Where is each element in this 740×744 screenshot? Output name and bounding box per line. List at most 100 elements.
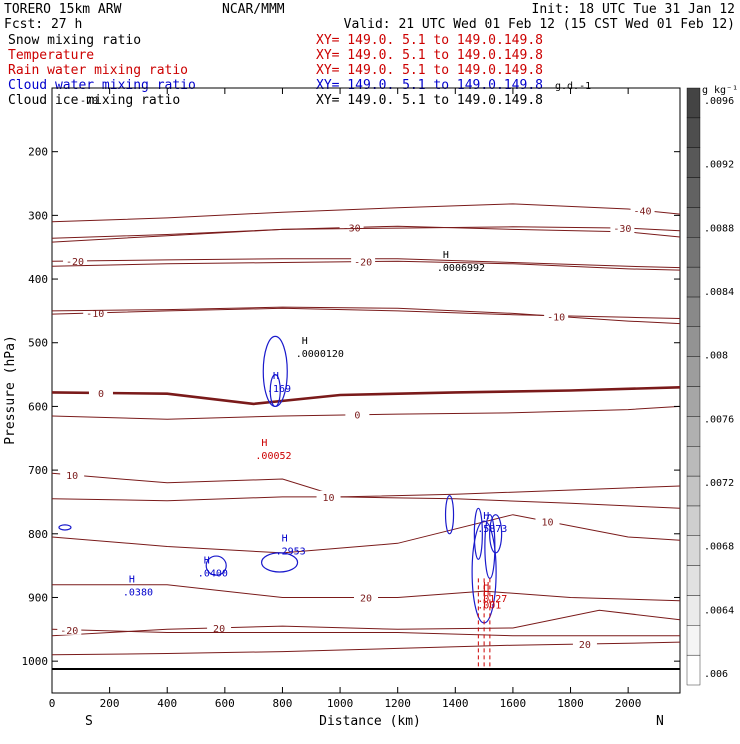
y-tick-label: 400 bbox=[28, 273, 48, 286]
y-tick-label: 200 bbox=[28, 146, 48, 159]
high-marker: H bbox=[204, 556, 210, 567]
field-rain-range: XY= 149.0. 5.1 to 149.0.149.8 bbox=[316, 63, 543, 78]
contour-label-bg bbox=[535, 515, 560, 527]
colorbar-unit: g kg⁻¹ bbox=[702, 85, 738, 96]
temperature-contour-label: 0 bbox=[354, 411, 360, 422]
y-tick-label: 900 bbox=[28, 591, 48, 604]
high-value-label: .2953 bbox=[276, 546, 306, 557]
x-tick-label: 2000 bbox=[615, 697, 642, 710]
x-end-left: S bbox=[85, 714, 93, 729]
contour-label-bg bbox=[544, 310, 569, 322]
valid-time: Valid: 21 UTC Wed 01 Feb 12 (15 CST Wed … bbox=[344, 17, 735, 32]
y-tick-label: 300 bbox=[28, 209, 48, 222]
init-time: Init: 18 UTC Tue 31 Jan 12 bbox=[532, 2, 736, 17]
y-tick-label: 600 bbox=[28, 400, 48, 413]
colorbar-level bbox=[686, 296, 701, 328]
contour-label-bg bbox=[88, 386, 113, 398]
contour-label-bg bbox=[83, 306, 108, 318]
y-tick-label: 700 bbox=[28, 464, 48, 477]
colorbar-level bbox=[686, 625, 701, 656]
high-markers: H .0006992 H .0000120 H .169 H .00052 H .2953 H .04… bbox=[123, 250, 507, 612]
cloud-water-contour bbox=[444, 494, 455, 535]
x-tick-label: 800 bbox=[273, 697, 293, 710]
colorbar-level bbox=[686, 505, 701, 536]
rain-water-contours bbox=[477, 578, 491, 668]
org-label: NCAR/MMM bbox=[222, 2, 285, 17]
field-cloud-water-range: XY= 149.0. 5.1 to 149.0.149.8 bbox=[316, 78, 543, 93]
contour-label-bg bbox=[63, 254, 88, 266]
temperature-contour-label: 20 bbox=[213, 624, 225, 635]
colorbar-tick-label: .0088 bbox=[704, 223, 734, 234]
temperature-contour bbox=[51, 260, 681, 271]
y-tick-label: 500 bbox=[28, 337, 48, 350]
colorbar-tick-label: .006 bbox=[704, 669, 728, 680]
field-rain: Rain water mixing ratio bbox=[8, 63, 188, 78]
colorbar-level bbox=[686, 446, 701, 477]
temperature-contour-label: -10 bbox=[86, 309, 104, 320]
x-tick-label: 1400 bbox=[442, 697, 469, 710]
colorbar-level bbox=[686, 147, 701, 178]
field-temperature-range: XY= 149.0. 5.1 to 149.0.149.8 bbox=[316, 48, 543, 63]
temperature-contour bbox=[51, 609, 681, 637]
temperature-contour bbox=[51, 641, 681, 656]
cloud-water-contour bbox=[58, 524, 72, 531]
colorbar-level bbox=[686, 326, 701, 357]
field-snow-range: XY= 149.0. 5.1 to 149.0.149.8 bbox=[316, 33, 543, 48]
cloud-water-contour bbox=[205, 555, 227, 576]
high-value-label: .001 bbox=[477, 600, 501, 611]
colorbar-tick-label: .0096 bbox=[704, 96, 734, 107]
x-tick-label: 400 bbox=[157, 697, 177, 710]
colorbar-level bbox=[686, 595, 701, 626]
x-tick-label: 1600 bbox=[500, 697, 527, 710]
model-title: TORERO 15km ARW bbox=[4, 2, 122, 17]
cloud-water-contour bbox=[260, 552, 299, 573]
colorbar-tick-label: .0072 bbox=[704, 478, 734, 489]
field-snow: Snow mixing ratio bbox=[8, 33, 141, 48]
high-marker: H bbox=[273, 371, 279, 382]
high-marker: H bbox=[443, 250, 449, 261]
colorbar-level bbox=[686, 207, 701, 238]
contour-label-bg bbox=[610, 222, 635, 234]
high-value-label: .0006992 bbox=[437, 263, 485, 274]
colorbar-level bbox=[686, 475, 701, 507]
temperature-contour bbox=[51, 628, 680, 637]
contour-label-bg bbox=[572, 638, 597, 650]
high-value-label: .0380 bbox=[123, 588, 153, 599]
colorbar-tick-label: .008 bbox=[704, 351, 728, 362]
temperature-contour bbox=[51, 405, 681, 420]
temperature-contour-label: 10 bbox=[541, 517, 553, 528]
colorbar-level bbox=[686, 266, 701, 298]
cloud-water-contour bbox=[269, 373, 281, 408]
y-tick-label: 800 bbox=[28, 528, 48, 541]
colorbar-tick-label: .0064 bbox=[704, 605, 734, 616]
temperature-contour bbox=[51, 496, 681, 509]
contour-label-bg bbox=[207, 621, 232, 633]
temperature-contour bbox=[51, 514, 681, 554]
y-axis-label: Pressure (hPa) bbox=[3, 335, 18, 445]
colorbar-level bbox=[686, 117, 701, 148]
colorbar-tick-label: .0076 bbox=[704, 414, 734, 425]
y-tick-label: 1000 bbox=[22, 655, 49, 668]
high-marker: H bbox=[261, 438, 267, 449]
temperature-contour-label: -40 bbox=[634, 206, 652, 217]
temperature-contour-label: 20 bbox=[360, 593, 372, 604]
high-value-label: .0400 bbox=[198, 569, 228, 580]
x-tick-label: 1200 bbox=[384, 697, 411, 710]
high-marker: H bbox=[483, 581, 489, 592]
high-marker: H bbox=[483, 511, 489, 522]
contour-label-bg bbox=[351, 255, 376, 267]
temperature-contour bbox=[51, 307, 681, 319]
colorbar-level bbox=[686, 87, 701, 119]
high-value-label: .5873 bbox=[477, 524, 507, 535]
x-tick-label: 600 bbox=[215, 697, 235, 710]
colorbar-level bbox=[686, 356, 701, 387]
plot-frame bbox=[51, 87, 681, 694]
colorbar-level bbox=[686, 386, 701, 417]
overlap-garble-2: g.d.-1 bbox=[555, 81, 591, 92]
temperature-contour-label: 0 bbox=[98, 389, 104, 400]
contour-label-bg bbox=[60, 468, 85, 480]
cloud-water-contour bbox=[473, 507, 483, 560]
temperature-contour bbox=[51, 258, 681, 269]
cloud-water-contour bbox=[489, 514, 503, 554]
temperature-contour bbox=[51, 386, 681, 406]
